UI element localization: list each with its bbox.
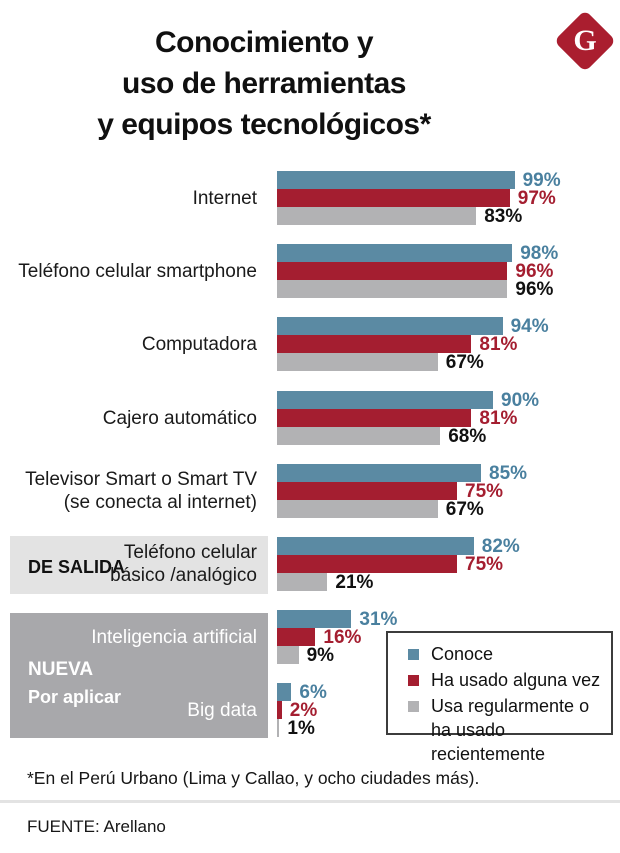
row-label-line: Teléfono celular smartphone: [18, 260, 257, 282]
legend-label: Usa regularmente o ha usado recientemente: [431, 694, 611, 766]
bar-conoce: [277, 683, 292, 701]
chart-title: Conocimiento y uso de herramientas y equ…: [0, 22, 528, 145]
section-label-nueva: NUEVA: [28, 659, 94, 680]
bar-value-label: 96%: [515, 261, 554, 282]
bar-value-label: 16%: [323, 627, 362, 648]
bar-usa-regularmente: [277, 427, 441, 445]
row-label: Teléfono celular smartphone: [0, 244, 257, 298]
row-label-line: Big data: [187, 699, 257, 721]
bar-value-label: 2%: [289, 700, 318, 721]
bar-usa-regularmente: [277, 353, 438, 371]
bar-value-label: 94%: [510, 316, 549, 337]
section-label-por-aplicar: Por aplicar: [28, 687, 122, 707]
bar-value-label: 81%: [479, 334, 518, 355]
row-label-line: Internet: [192, 187, 257, 209]
bar-value-label: 21%: [335, 572, 374, 593]
bar-value-label: 67%: [445, 499, 484, 520]
bar-value-label: 96%: [515, 279, 554, 300]
row-label-line: básico /analógico: [110, 565, 257, 586]
nueva-section-box: NUEVA Por aplicar: [10, 613, 268, 738]
legend-label-line: Conoce: [431, 644, 494, 664]
bar-usa-regularmente: [277, 719, 280, 737]
row-label-line: Televisor Smart o Smart TV: [25, 469, 257, 490]
bar-conoce: [277, 171, 515, 189]
legend-swatch-icon: [408, 701, 419, 712]
bar-value-label: 82%: [481, 536, 520, 557]
legend-item: Usa regularmente o ha usado recientemente: [408, 694, 611, 766]
bar-ha-usado-alguna-vez: [277, 701, 282, 719]
legend-item: Conoce: [408, 642, 611, 666]
legend-label-line: Usa regularmente o: [431, 696, 590, 716]
bar-conoce: [277, 244, 513, 262]
bar-value-label: 97%: [517, 188, 556, 209]
row-label-line: Teléfono celular: [123, 542, 257, 563]
bar-conoce: [277, 391, 493, 409]
legend-swatch-icon: [408, 649, 419, 660]
row-label: Cajero automático: [0, 391, 257, 445]
chart-title-line-1: Conocimiento y: [154, 26, 374, 59]
bar-conoce: [277, 610, 352, 628]
legend-label: Ha usado alguna vez: [431, 668, 600, 692]
legend-label: Conoce: [431, 642, 493, 666]
legend: Conoce Ha usado alguna vez Usa regularment…: [386, 631, 613, 764]
bar-usa-regularmente: [277, 500, 438, 518]
bar-value-label: 1%: [287, 718, 315, 739]
row-label-line: (se conecta al internet): [63, 492, 257, 513]
row-label-line: Cajero automático: [102, 407, 257, 429]
row-label: Teléfono celular básico /analógico: [0, 537, 257, 591]
bar-value-label: 85%: [489, 463, 528, 484]
row-label: Internet: [0, 171, 257, 225]
bar-value-label: 9%: [306, 645, 335, 666]
bar-value-label: 83%: [484, 206, 523, 227]
row-label-line: Computadora: [141, 333, 257, 355]
bar-usa-regularmente: [277, 646, 299, 664]
bar-value-label: 99%: [522, 170, 561, 191]
bar-conoce: [277, 464, 481, 482]
source-credit: FUENTE: Arellano: [27, 817, 166, 836]
chart-title-line-3: y equipos tecnológicos*: [97, 108, 431, 141]
bar-value-label: 90%: [501, 390, 540, 411]
bar-ha-usado-alguna-vez: [277, 555, 457, 573]
bar-usa-regularmente: [277, 207, 477, 225]
bar-value-label: 67%: [445, 352, 484, 373]
logo-letter-g: G: [573, 24, 597, 57]
bar-value-label: 75%: [465, 554, 504, 575]
legend-item: Ha usado alguna vez: [408, 668, 611, 692]
bar-ha-usado-alguna-vez: [277, 262, 508, 280]
bar-value-label: 68%: [448, 426, 487, 447]
legend-label-line: ha usado recientemente: [431, 720, 546, 764]
legend-swatch-icon: [408, 675, 419, 686]
bar-conoce: [277, 317, 503, 335]
section-label-de-salida: DE SALIDA: [28, 557, 126, 577]
row-label: Televisor Smart o Smart TV (se conecta al…: [0, 464, 257, 518]
bar-ha-usado-alguna-vez: [277, 482, 457, 500]
row-label: Computadora: [0, 317, 257, 371]
bar-ha-usado-alguna-vez: [277, 628, 316, 646]
row-label: Inteligencia artificial: [0, 610, 257, 664]
bar-ha-usado-alguna-vez: [277, 189, 510, 207]
bar-value-label: 31%: [359, 609, 398, 630]
chart-title-line-2: uso de herramientas: [122, 67, 406, 100]
bar-conoce: [277, 537, 474, 555]
de-salida-section-box: DE SALIDA: [10, 536, 268, 594]
footnote: *En el Perú Urbano (Lima y Callao, y och…: [27, 768, 480, 788]
bar-usa-regularmente: [277, 573, 328, 591]
row-label: Big data: [0, 683, 257, 737]
bar-value-label: 98%: [520, 243, 559, 264]
legend-label-line: Ha usado alguna vez: [431, 670, 601, 690]
row-label-line: Inteligencia artificial: [91, 626, 257, 648]
bar-usa-regularmente: [277, 280, 508, 298]
bar-ha-usado-alguna-vez: [277, 409, 472, 427]
bar-value-label: 75%: [465, 481, 504, 502]
footer-divider: [0, 800, 620, 803]
bar-value-label: 81%: [479, 408, 518, 429]
bar-value-label: 6%: [299, 682, 327, 703]
gestion-logo: G: [553, 9, 617, 73]
bar-ha-usado-alguna-vez: [277, 335, 472, 353]
